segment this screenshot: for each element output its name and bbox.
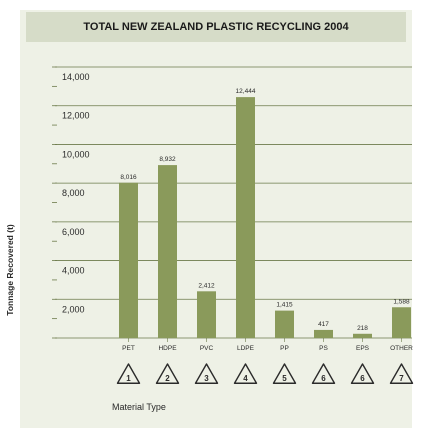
- recycling-code-label: 6: [321, 374, 326, 383]
- bar: [236, 97, 255, 338]
- y-tick-label: 12,000: [62, 111, 90, 121]
- recycling-code-label: 7: [399, 374, 404, 383]
- recycling-code-label: 3: [204, 374, 209, 383]
- bar: [275, 310, 294, 338]
- bar-value-label: 8,932: [159, 156, 176, 163]
- title-bar: TOTAL NEW ZEALAND PLASTIC RECYCLING 2004: [26, 12, 406, 42]
- bar-value-label: 1,588: [393, 298, 410, 305]
- category-label: PP: [280, 345, 289, 352]
- category-label: EPS: [356, 345, 370, 352]
- recycling-symbol-icon: [194, 363, 219, 384]
- bar-value-label: 8,016: [120, 174, 137, 181]
- recycling-symbol-icon: [233, 363, 258, 384]
- category-label: HDPE: [158, 345, 177, 352]
- bar: [353, 333, 372, 338]
- category-label: PS: [319, 345, 328, 352]
- category-label: LDPE: [237, 345, 255, 352]
- chart-title: TOTAL NEW ZEALAND PLASTIC RECYCLING 2004: [83, 21, 349, 33]
- bar: [314, 329, 333, 338]
- y-tick-label: 2,000: [62, 304, 85, 314]
- y-axis-label: Tonnage Recovered (t): [5, 224, 15, 316]
- bar: [119, 182, 138, 338]
- y-tick-label: 10,000: [62, 149, 90, 159]
- recycling-code-label: 5: [282, 374, 287, 383]
- x-axis-label: Material Type: [112, 402, 166, 412]
- bar-value-label: 1,415: [276, 302, 293, 309]
- recycling-code-label: 1: [126, 374, 131, 383]
- bar: [392, 307, 411, 338]
- bar-value-label: 417: [318, 321, 329, 328]
- y-tick-label: 14,000: [62, 72, 90, 82]
- recycling-code-label: 4: [243, 374, 248, 383]
- bar-value-label: 2,412: [198, 282, 215, 289]
- y-tick-label: 6,000: [62, 227, 85, 237]
- recycling-symbol-icon: [389, 363, 414, 384]
- bar: [197, 291, 216, 338]
- chart-panel: [20, 10, 412, 428]
- recycling-symbol-icon: [272, 363, 297, 384]
- recycling-code-label: 6: [360, 374, 365, 383]
- category-label: PET: [122, 345, 135, 352]
- y-tick-label: 4,000: [62, 266, 85, 276]
- bar-value-label: 218: [357, 325, 368, 332]
- recycling-symbol-icon: [311, 363, 336, 384]
- category-label: OTHER: [390, 345, 413, 352]
- recycling-symbol-icon: [350, 363, 375, 384]
- y-tick-label: 8,000: [62, 188, 85, 198]
- bar: [158, 165, 177, 338]
- bar-value-label: 12,444: [236, 88, 256, 95]
- recycling-symbol-icon: [155, 363, 180, 384]
- recycling-symbol-icon: [116, 363, 141, 384]
- category-label: PVC: [200, 345, 214, 352]
- recycling-code-label: 2: [165, 374, 170, 383]
